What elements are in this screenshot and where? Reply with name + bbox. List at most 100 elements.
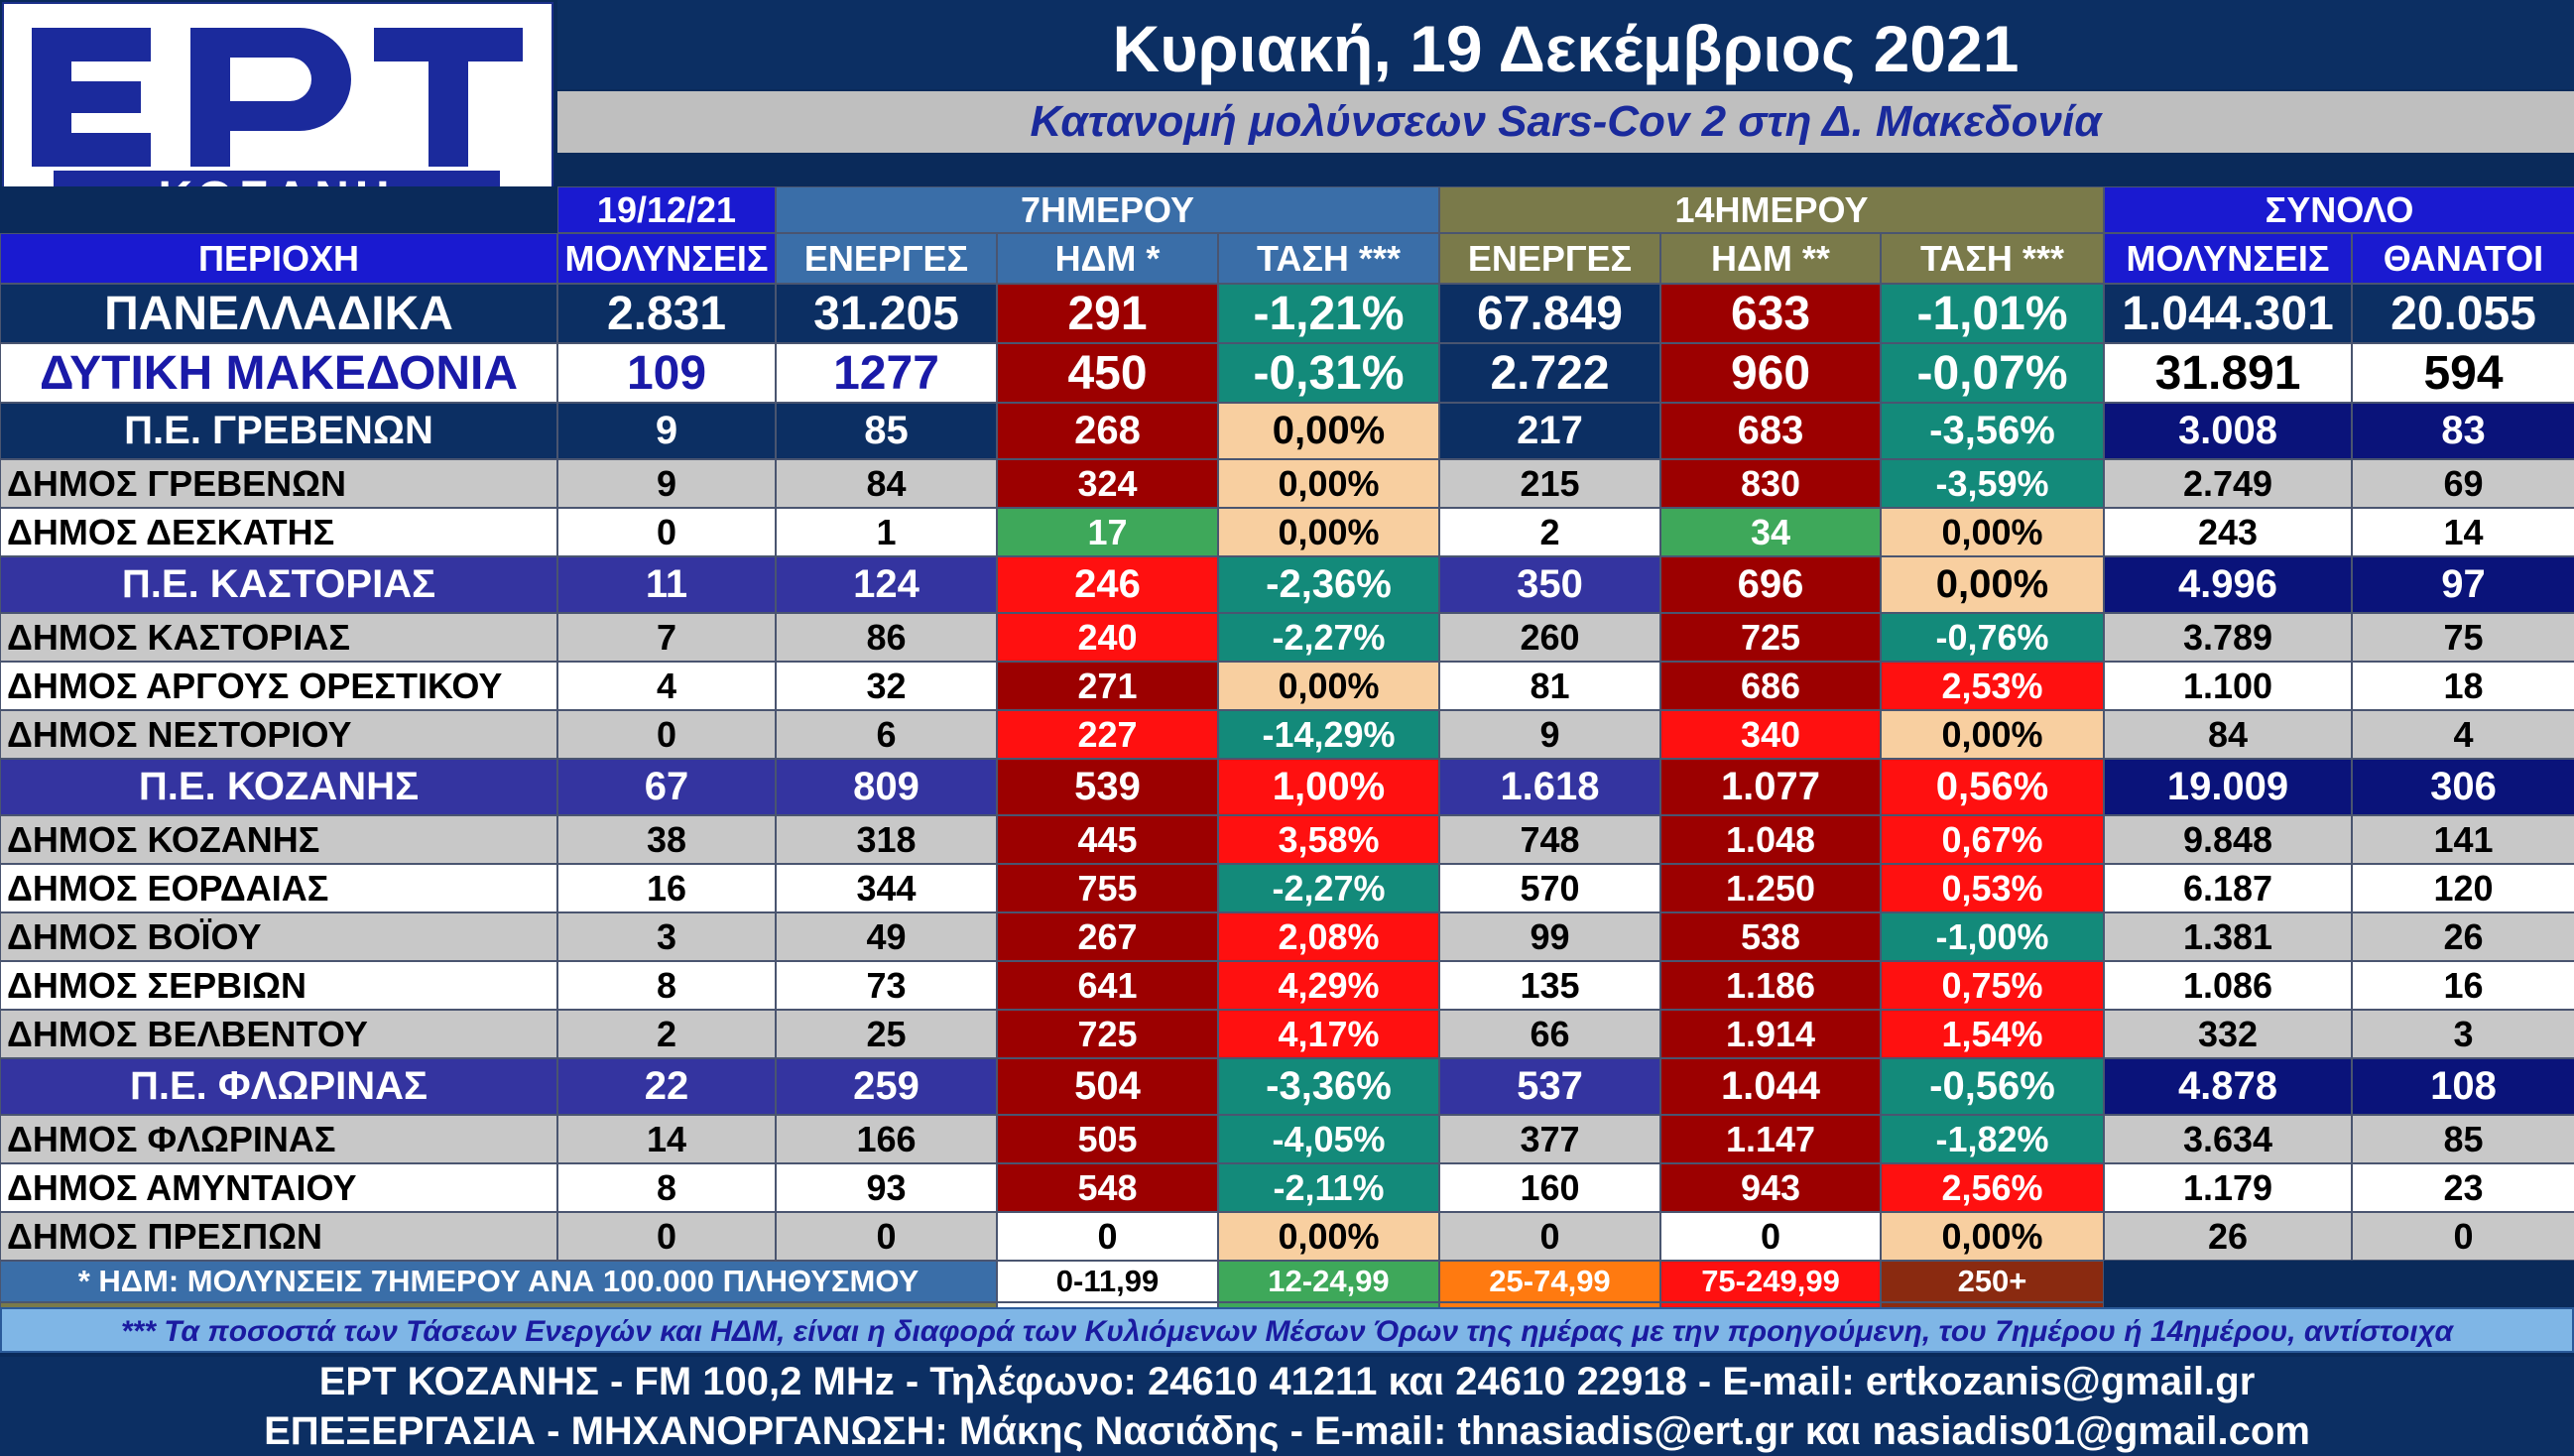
cell-idm-14d: 1.914 — [1660, 1010, 1881, 1058]
cell-trend-7d: 4,17% — [1218, 1010, 1439, 1058]
cell-total-deaths: 69 — [2352, 459, 2574, 508]
column-header-total-infections: ΜΟΛΥΝΣΕΙΣ — [2104, 233, 2352, 284]
cell-idm-14d: 34 — [1660, 508, 1881, 556]
cell-idm-7d: 240 — [997, 613, 1218, 662]
cell-trend-14d: 2,56% — [1881, 1163, 2104, 1212]
cell-active-7d: 344 — [776, 864, 997, 912]
cell-total-deaths: 141 — [2352, 815, 2574, 864]
column-header-idm-14d: ΗΔΜ ** — [1660, 233, 1881, 284]
cell-trend-7d: 0,00% — [1218, 1212, 1439, 1261]
cell-infections: 11 — [557, 556, 776, 613]
header-total: ΣΥΝΟΛΟ — [2104, 186, 2574, 233]
cell-infections: 9 — [557, 403, 776, 459]
cell-infections: 8 — [557, 961, 776, 1010]
cell-trend-14d: 0,00% — [1881, 556, 2104, 613]
legend-range: 25-74,99 — [1439, 1261, 1660, 1302]
cell-total-deaths: 18 — [2352, 662, 2574, 710]
cell-idm-7d: 267 — [997, 912, 1218, 961]
cell-active-7d: 1277 — [776, 343, 997, 403]
cell-active-7d: 85 — [776, 403, 997, 459]
cell-idm-14d: 1.044 — [1660, 1058, 1881, 1115]
footnote: *** Τα ποσοστά των Τάσεων Ενεργών και ΗΔ… — [0, 1307, 2574, 1353]
cell-active-14d: 160 — [1439, 1163, 1660, 1212]
cell-total-infections: 3.789 — [2104, 613, 2352, 662]
cell-total-deaths: 3 — [2352, 1010, 2574, 1058]
cell-total-infections: 4.996 — [2104, 556, 2352, 613]
cell-infections: 38 — [557, 815, 776, 864]
cell-total-infections: 3.634 — [2104, 1115, 2352, 1163]
cell-active-7d: 84 — [776, 459, 997, 508]
cell-region: ΔΗΜΟΣ ΣΕΡΒΙΩΝ — [0, 961, 557, 1010]
cell-active-14d: 2.722 — [1439, 343, 1660, 403]
legend-label: * ΗΔΜ: ΜΟΛΥΝΣΕΙΣ 7ΗΜΕΡΟΥ ΑΝΑ 100.000 ΠΛΗ… — [0, 1261, 997, 1302]
cell-trend-7d: 4,29% — [1218, 961, 1439, 1010]
cell-total-deaths: 16 — [2352, 961, 2574, 1010]
cell-region: ΔΗΜΟΣ ΕΟΡΔΑΙΑΣ — [0, 864, 557, 912]
cell-active-14d: 99 — [1439, 912, 1660, 961]
legend-filler — [2104, 1261, 2574, 1302]
cell-trend-14d: -0,07% — [1881, 343, 2104, 403]
cell-idm-7d: 548 — [997, 1163, 1218, 1212]
cell-idm-7d: 450 — [997, 343, 1218, 403]
cell-idm-14d: 686 — [1660, 662, 1881, 710]
cell-total-infections: 19.009 — [2104, 759, 2352, 815]
cell-active-7d: 49 — [776, 912, 997, 961]
column-header-infections: ΜΟΛΥΝΣΕΙΣ — [557, 233, 776, 284]
cell-infections: 67 — [557, 759, 776, 815]
cell-infections: 2.831 — [557, 284, 776, 343]
cell-trend-7d: -3,36% — [1218, 1058, 1439, 1115]
cell-total-infections: 84 — [2104, 710, 2352, 759]
cell-infections: 7 — [557, 613, 776, 662]
cell-trend-7d: -4,05% — [1218, 1115, 1439, 1163]
cell-idm-14d: 960 — [1660, 343, 1881, 403]
cell-trend-14d: -0,76% — [1881, 613, 2104, 662]
cell-active-14d: 748 — [1439, 815, 1660, 864]
cell-idm-7d: 0 — [997, 1212, 1218, 1261]
cell-region: ΠΑΝΕΛΛΑΔΙΚΑ — [0, 284, 557, 343]
cell-region: ΔΗΜΟΣ ΦΛΩΡΙΝΑΣ — [0, 1115, 557, 1163]
cell-infections: 9 — [557, 459, 776, 508]
cell-trend-7d: 1,00% — [1218, 759, 1439, 815]
cell-region: ΔΗΜΟΣ ΒΕΛΒΕΝΤΟΥ — [0, 1010, 557, 1058]
cell-total-deaths: 83 — [2352, 403, 2574, 459]
cell-total-infections: 1.100 — [2104, 662, 2352, 710]
cell-total-infections: 6.187 — [2104, 864, 2352, 912]
cell-idm-14d: 1.147 — [1660, 1115, 1881, 1163]
cell-active-7d: 31.205 — [776, 284, 997, 343]
cell-total-deaths: 4 — [2352, 710, 2574, 759]
cell-idm-7d: 17 — [997, 508, 1218, 556]
legend-range: 250+ — [1881, 1261, 2104, 1302]
cell-total-deaths: 26 — [2352, 912, 2574, 961]
cell-trend-7d: -0,31% — [1218, 343, 1439, 403]
cell-trend-7d: 2,08% — [1218, 912, 1439, 961]
contact-line: ΕΡΤ ΚΟΖΑΝΗΣ - FM 100,2 MHz - Τηλέφωνο: 2… — [0, 1357, 2574, 1406]
cell-region: ΔΗΜΟΣ ΚΟΖΑΝΗΣ — [0, 815, 557, 864]
column-header-trend-7d: ΤΑΣΗ *** — [1218, 233, 1439, 284]
cell-infections: 0 — [557, 710, 776, 759]
cell-idm-7d: 505 — [997, 1115, 1218, 1163]
cell-total-infections: 9.848 — [2104, 815, 2352, 864]
column-header-region: ΠΕΡΙΟΧΗ — [0, 233, 557, 284]
cell-trend-14d: -3,56% — [1881, 403, 2104, 459]
page-title: Κυριακή, 19 Δεκέμβριος 2021 — [557, 0, 2574, 89]
cell-total-infections: 4.878 — [2104, 1058, 2352, 1115]
cell-total-infections: 2.749 — [2104, 459, 2352, 508]
cell-trend-14d: 0,56% — [1881, 759, 2104, 815]
page-subtitle: Κατανομή μολύνσεων Sars-Cov 2 στη Δ. Μακ… — [557, 91, 2574, 153]
cell-total-deaths: 306 — [2352, 759, 2574, 815]
cell-trend-14d: -1,01% — [1881, 284, 2104, 343]
cell-idm-14d: 1.186 — [1660, 961, 1881, 1010]
cell-infections: 16 — [557, 864, 776, 912]
cell-trend-14d: -1,82% — [1881, 1115, 2104, 1163]
cell-total-deaths: 75 — [2352, 613, 2574, 662]
cell-idm-7d: 246 — [997, 556, 1218, 613]
ert-logo-mark — [32, 28, 523, 167]
cell-region: ΔΗΜΟΣ ΒΟΪΟΥ — [0, 912, 557, 961]
cell-region: ΔΥΤΙΚΗ ΜΑΚΕΔΟΝΙΑ — [0, 343, 557, 403]
stats-table: 19/12/21 7ΗΜΕΡΟΥ 14ΗΜΕΡΟΥ ΣΥΝΟΛΟ ΠΕΡΙΟΧΗ… — [0, 186, 2574, 1344]
cell-trend-14d: 1,54% — [1881, 1010, 2104, 1058]
cell-infections: 3 — [557, 912, 776, 961]
cell-trend-7d: -2,27% — [1218, 864, 1439, 912]
cell-active-7d: 73 — [776, 961, 997, 1010]
cell-active-7d: 1 — [776, 508, 997, 556]
